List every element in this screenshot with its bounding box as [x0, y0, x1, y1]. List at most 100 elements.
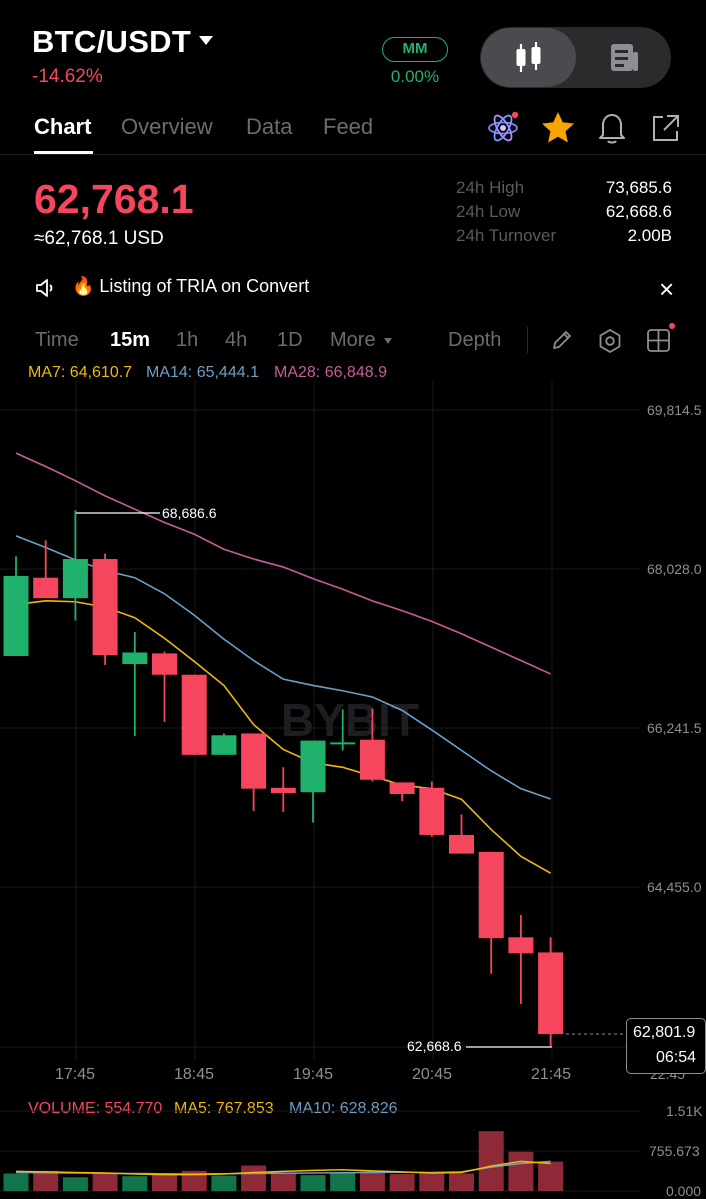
- ma7-label: MA7: 64,610.7: [28, 364, 133, 381]
- high-price-marker: 68,686.6: [162, 505, 217, 521]
- stat-24h-turnover-value: 2.00B: [627, 226, 672, 245]
- time-axis-label: 21:45: [531, 1066, 572, 1083]
- volume-axis-label: 755.673: [649, 1143, 700, 1159]
- volume-bar: [359, 1171, 385, 1191]
- announcement-text[interactable]: 🔥 Listing of TRIA on Convert: [72, 276, 310, 296]
- tab-feed[interactable]: Feed: [323, 114, 374, 139]
- volume-bar: [211, 1175, 237, 1191]
- price-axis-label: 66,241.5: [647, 720, 702, 736]
- volume-bar: [181, 1170, 207, 1191]
- candle-body: [330, 742, 356, 745]
- candlestick-icon: [516, 42, 541, 72]
- ai-assistant-button[interactable]: [486, 111, 520, 145]
- current-price-value: 62,801.9: [633, 1024, 696, 1041]
- volume-ma10-label: MA10: 628.826: [289, 1100, 398, 1117]
- volume-bar: [3, 1173, 29, 1191]
- document-icon: [611, 44, 638, 71]
- speaker-icon: [34, 276, 58, 300]
- bell-icon: [599, 114, 625, 144]
- favorite-button[interactable]: [540, 110, 576, 146]
- mm-badge[interactable]: MM: [382, 37, 448, 62]
- candle-body: [508, 937, 534, 954]
- price-axis-label: 68,028.0: [647, 561, 702, 577]
- volume-bar: [330, 1172, 356, 1191]
- candle-body: [92, 559, 118, 656]
- mm-value: 0.00%: [390, 67, 440, 86]
- price-change-percent: -14.62%: [32, 66, 103, 87]
- volume-bar: [300, 1175, 326, 1191]
- volume-axis-label: 1.51K: [666, 1103, 703, 1119]
- candle-body: [419, 787, 445, 835]
- hexagon-settings-icon: [599, 328, 621, 354]
- candle-body: [478, 851, 504, 939]
- volume-label: VOLUME: 554.770: [28, 1100, 163, 1117]
- candle-body: [300, 740, 326, 793]
- trading-pair-title[interactable]: BTC/USDT: [32, 24, 192, 59]
- chart-settings-button[interactable]: [596, 327, 624, 355]
- share-icon: [653, 115, 679, 141]
- low-price-marker: 62,668.6: [407, 1038, 462, 1054]
- time-axis-label: 18:45: [174, 1066, 215, 1083]
- active-tab-indicator: [34, 151, 93, 154]
- volume-bar: [122, 1176, 148, 1191]
- candle-body: [389, 782, 415, 794]
- candle-body: [449, 834, 474, 854]
- candlestick-view-button[interactable]: [481, 28, 576, 87]
- interval-more[interactable]: More: [330, 329, 376, 351]
- candlestick-chart[interactable]: BYBIT 68,686.6 62,668.6: [0, 380, 706, 1080]
- draw-tool-button[interactable]: [549, 327, 575, 353]
- candle-body: [181, 674, 207, 755]
- tab-data[interactable]: Data: [246, 114, 293, 139]
- interval-4h[interactable]: 4h: [225, 329, 248, 351]
- tab-chart[interactable]: Chart: [34, 114, 92, 139]
- price-axis-label: 64,455.0: [647, 879, 702, 895]
- interval-bar: Time 15m 1h 4h 1D More Depth: [0, 327, 706, 357]
- candle-body: [152, 653, 177, 675]
- volume-ma5-line: [15, 1160, 551, 1176]
- pencil-icon: [553, 331, 571, 349]
- price-axis-label: 69,814.5: [647, 402, 702, 418]
- current-price-tag: 62,801.9 06:54: [626, 1018, 706, 1074]
- interval-time[interactable]: Time: [35, 329, 79, 351]
- interval-1h[interactable]: 1h: [176, 329, 199, 351]
- candle-body: [359, 739, 385, 780]
- depth-button[interactable]: Depth: [448, 329, 502, 351]
- candle-body: [3, 575, 29, 657]
- volume-bar: [241, 1165, 267, 1191]
- stat-24h-low-label: 24h Low: [456, 202, 521, 221]
- candle-body: [270, 787, 296, 794]
- volume-bar: [478, 1131, 504, 1191]
- time-axis-label: 20:45: [412, 1066, 453, 1083]
- candle-body: [211, 735, 237, 755]
- atom-icon: [488, 111, 519, 142]
- layout-grid-button[interactable]: [645, 321, 679, 355]
- news-view-button[interactable]: [576, 28, 671, 87]
- volume-bar: [152, 1174, 177, 1191]
- volume-bar: [92, 1173, 118, 1191]
- ma28-line: [15, 452, 551, 675]
- time-axis-label: 19:45: [293, 1066, 334, 1083]
- pair-dropdown-icon[interactable]: [199, 36, 213, 45]
- usd-equivalent: ≈62,768.1 USD: [34, 228, 164, 249]
- volume-bar: [62, 1177, 88, 1191]
- volume-bar: [508, 1151, 534, 1191]
- time-axis-label: 17:45: [55, 1066, 96, 1083]
- last-price: 62,768.1: [34, 176, 194, 222]
- volume-bar: [33, 1170, 59, 1191]
- candle-body: [62, 559, 88, 599]
- interval-1d[interactable]: 1D: [277, 329, 303, 351]
- share-button[interactable]: [648, 111, 682, 145]
- star-icon: [542, 112, 574, 143]
- candle-body: [538, 952, 564, 1035]
- volume-axis-label: 0.000: [666, 1183, 702, 1199]
- close-notice-icon[interactable]: ×: [659, 274, 675, 304]
- volume-bar: [449, 1173, 474, 1191]
- notifications-button[interactable]: [595, 110, 629, 146]
- divider: [527, 327, 528, 353]
- tab-overview[interactable]: Overview: [121, 114, 213, 139]
- volume-ma5-label: MA5: 767.853: [174, 1100, 274, 1117]
- interval-15m[interactable]: 15m: [110, 329, 151, 351]
- more-caret-icon: [384, 338, 392, 344]
- stat-24h-high-value: 73,685.6: [605, 178, 672, 197]
- main-tabs: Chart Overview Data Feed: [0, 110, 706, 155]
